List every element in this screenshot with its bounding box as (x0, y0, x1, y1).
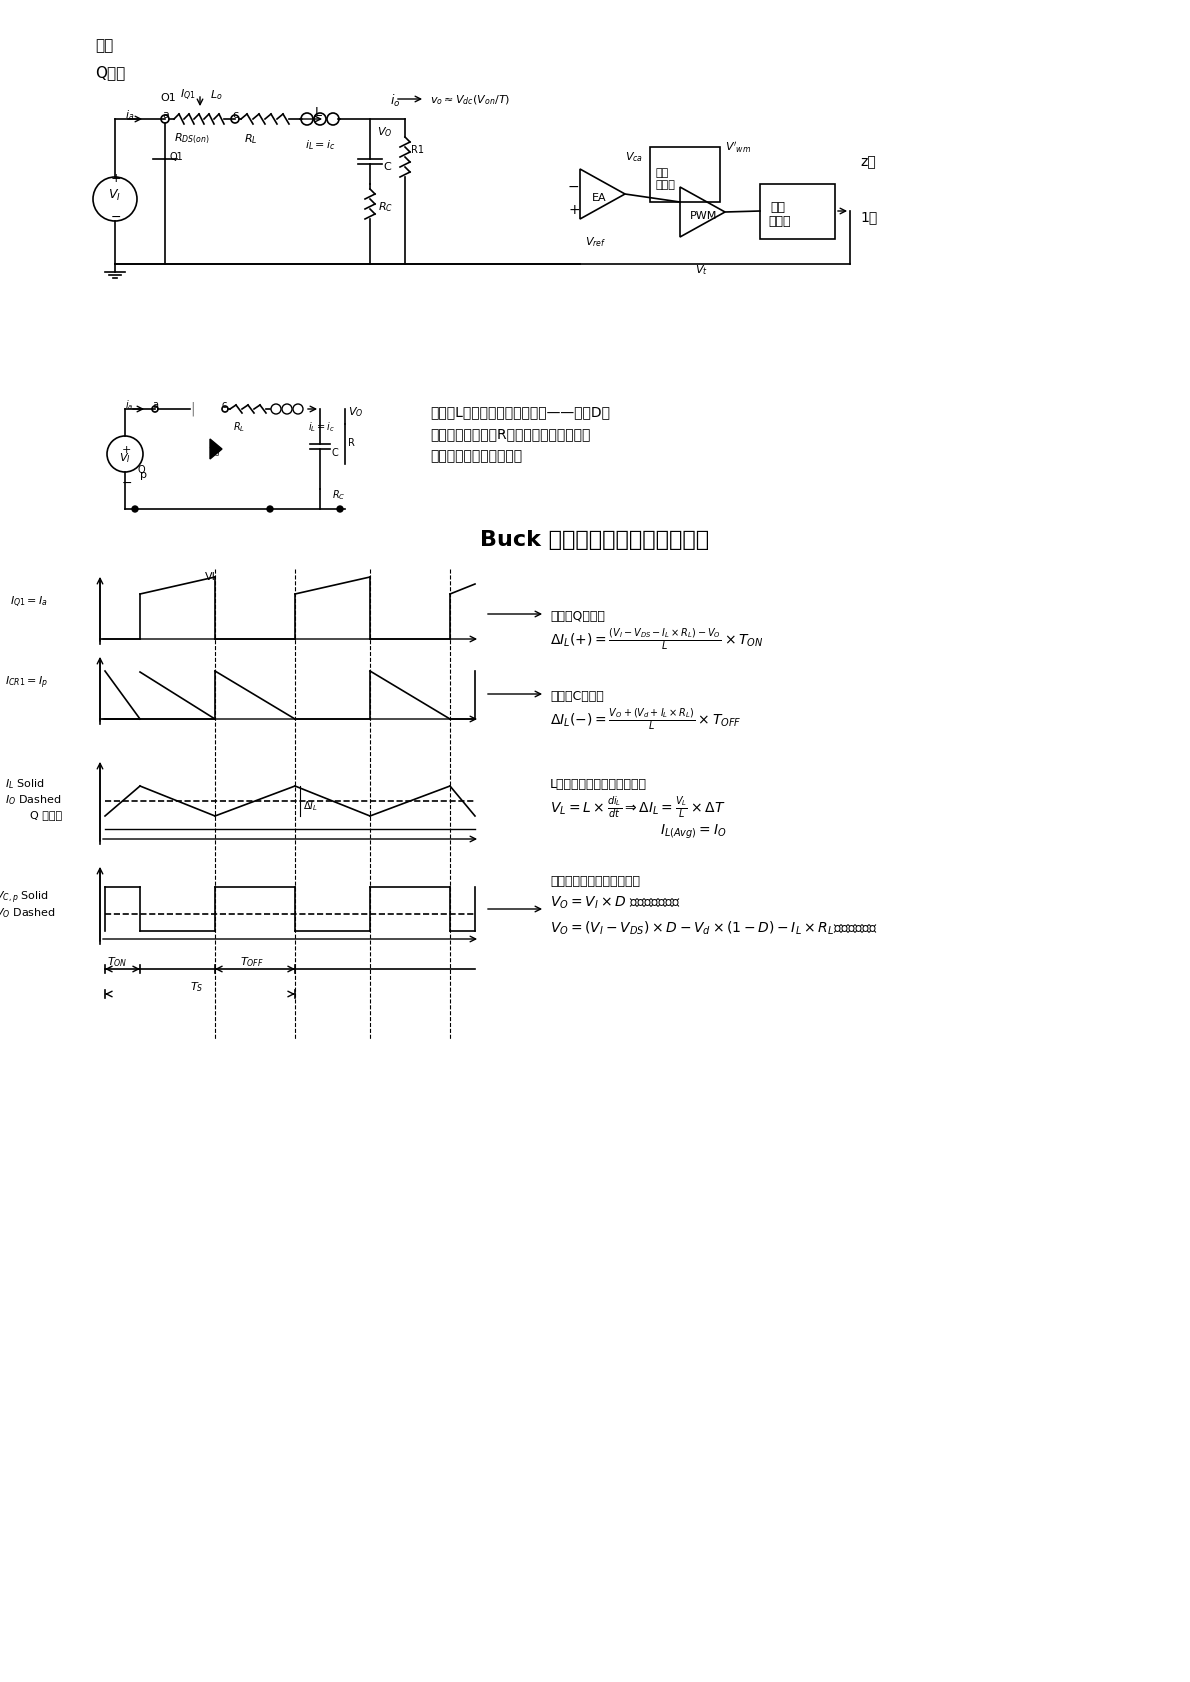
Text: $V_O$: $V_O$ (377, 124, 393, 138)
Text: EA: EA (591, 193, 607, 204)
Text: $i_L = i_c$: $i_L = i_c$ (305, 138, 336, 151)
Text: $I_{Q1} = I_a$: $I_{Q1} = I_a$ (10, 595, 48, 611)
Text: 电流: 电流 (770, 200, 785, 214)
Text: a: a (162, 109, 169, 119)
Text: C: C (383, 161, 390, 172)
Text: $V_I$: $V_I$ (108, 187, 121, 202)
Text: +: + (123, 444, 131, 454)
Text: $V_O$ Dashed: $V_O$ Dashed (0, 905, 56, 920)
Text: 1容: 1容 (860, 210, 877, 224)
Text: 输出电压与输入电压的关系: 输出电压与输入电压的关系 (550, 875, 640, 888)
Text: $T_{OFF}$: $T_{OFF}$ (240, 954, 264, 969)
Text: $V_I$: $V_I$ (119, 451, 131, 464)
Text: R: R (347, 437, 355, 447)
Text: L的电流和输出电流的关系。: L的电流和输出电流的关系。 (550, 777, 647, 791)
Text: $V_{ref}$: $V_{ref}$ (585, 235, 607, 249)
Text: $V_{ca}$: $V_{ca}$ (625, 150, 643, 163)
Text: 放大器: 放大器 (768, 215, 790, 227)
Text: $V'_{wm}$: $V'_{wm}$ (725, 140, 751, 155)
Text: c: c (223, 400, 227, 410)
Text: a: a (152, 400, 158, 410)
Text: $V_d$: $V_d$ (208, 444, 221, 459)
Circle shape (337, 506, 343, 513)
Text: $V_O$: $V_O$ (347, 405, 363, 419)
Text: 放大器: 放大器 (654, 180, 675, 190)
Text: Buck 电路的原理分析和参数设计: Buck 电路的原理分析和参数设计 (481, 530, 709, 550)
Text: O: O (137, 464, 145, 474)
Text: $V_L = L \times \frac{di_L}{dt} \Rightarrow \Delta I_L = \frac{V_L}{L} \times \D: $V_L = L \times \frac{di_L}{dt} \Rightar… (550, 794, 726, 821)
Text: L: L (315, 106, 322, 119)
Text: $I_L$ Solid: $I_L$ Solid (5, 777, 45, 791)
Text: C: C (332, 447, 339, 458)
Text: 闭合时C的电流: 闭合时C的电流 (550, 690, 603, 703)
Circle shape (267, 506, 273, 513)
Text: $R_{DS(on)}$: $R_{DS(on)}$ (174, 131, 209, 146)
Bar (760, 185, 835, 241)
Text: c: c (232, 109, 238, 119)
Text: $i_o$: $i_o$ (390, 93, 400, 109)
Text: Q导通: Q导通 (95, 66, 125, 81)
Text: $I_O$ Dashed: $I_O$ Dashed (5, 792, 62, 806)
Text: $R_L$: $R_L$ (233, 420, 245, 434)
Text: Q1: Q1 (170, 151, 183, 161)
Text: $V_O = V_I \times D$ （不考虑损耗）: $V_O = V_I \times D$ （不考虑损耗） (550, 895, 681, 912)
Text: $\Delta I_L$: $\Delta I_L$ (303, 799, 318, 812)
Circle shape (132, 506, 138, 513)
Text: $V_O = (V_I - V_{DS}) \times D - V_d \times (1-D) - I_L \times R_L$（考虑损耗）: $V_O = (V_I - V_{DS}) \times D - V_d \ti… (550, 920, 877, 937)
Text: R1: R1 (411, 145, 424, 155)
Text: $T_S$: $T_S$ (190, 979, 203, 992)
Text: $\Delta I_L(+) = \frac{(V_I - V_{DS} - I_L \times R_L) - V_O}{L} \times T_{ON}$: $\Delta I_L(+) = \frac{(V_I - V_{DS} - I… (550, 627, 764, 653)
Text: 电感蓄L中储存的能量通过续流——假冒D形: 电感蓄L中储存的能量通过续流——假冒D形 (430, 405, 610, 419)
Text: $\Delta I_L(-) = \frac{V_O + (V_d + I_L \times R_L)}{L} \times T_{OFF}$: $\Delta I_L(-) = \frac{V_O + (V_d + I_L … (550, 706, 741, 732)
Text: $I_{Q1}$: $I_{Q1}$ (180, 87, 195, 103)
Text: −: − (568, 180, 580, 193)
Text: $i_L = i_c$: $i_L = i_c$ (308, 420, 336, 434)
Text: $I_{CR1} = I_p$: $I_{CR1} = I_p$ (5, 674, 48, 691)
Text: $i_a$: $i_a$ (125, 397, 133, 412)
Text: $v_o \approx V_{dc}(V_{on}/T)$: $v_o \approx V_{dc}(V_{on}/T)$ (430, 93, 511, 106)
Text: p: p (140, 469, 148, 479)
Text: 压。: 压。 (95, 39, 113, 52)
Text: VI: VI (205, 572, 215, 582)
Bar (650, 148, 720, 204)
Text: $i_a$: $i_a$ (125, 108, 134, 121)
Text: PWM: PWM (690, 210, 718, 220)
Text: z供: z供 (860, 155, 876, 168)
Polygon shape (209, 439, 223, 459)
Text: +: + (111, 172, 121, 185)
Text: $T_{ON}$: $T_{ON}$ (107, 954, 127, 969)
Text: $R_C$: $R_C$ (378, 200, 393, 214)
Text: $L_o$: $L_o$ (209, 87, 223, 101)
Text: |: | (190, 402, 195, 415)
Text: 成的回路，对负载R继续供电，从而保证了: 成的回路，对负载R继续供电，从而保证了 (430, 427, 590, 441)
Text: O1: O1 (159, 93, 176, 103)
Text: 误差: 误差 (654, 168, 669, 178)
Text: −: − (123, 476, 132, 489)
Text: +: + (568, 204, 580, 217)
Text: −: − (111, 210, 121, 224)
Text: $I_{L(Avg)} = I_O$: $I_{L(Avg)} = I_O$ (660, 822, 726, 841)
Text: 导通时Q的电流: 导通时Q的电流 (550, 609, 605, 622)
Text: 负载端获得连续的电流。: 负载端获得连续的电流。 (430, 449, 522, 463)
Text: $R_C$: $R_C$ (332, 488, 345, 501)
Text: $V_t$: $V_t$ (695, 262, 708, 276)
Text: Q 闭合：: Q 闭合： (30, 809, 62, 819)
Text: $V_{C,p}$ Solid: $V_{C,p}$ Solid (0, 890, 49, 907)
Text: $R_L$: $R_L$ (244, 131, 257, 146)
